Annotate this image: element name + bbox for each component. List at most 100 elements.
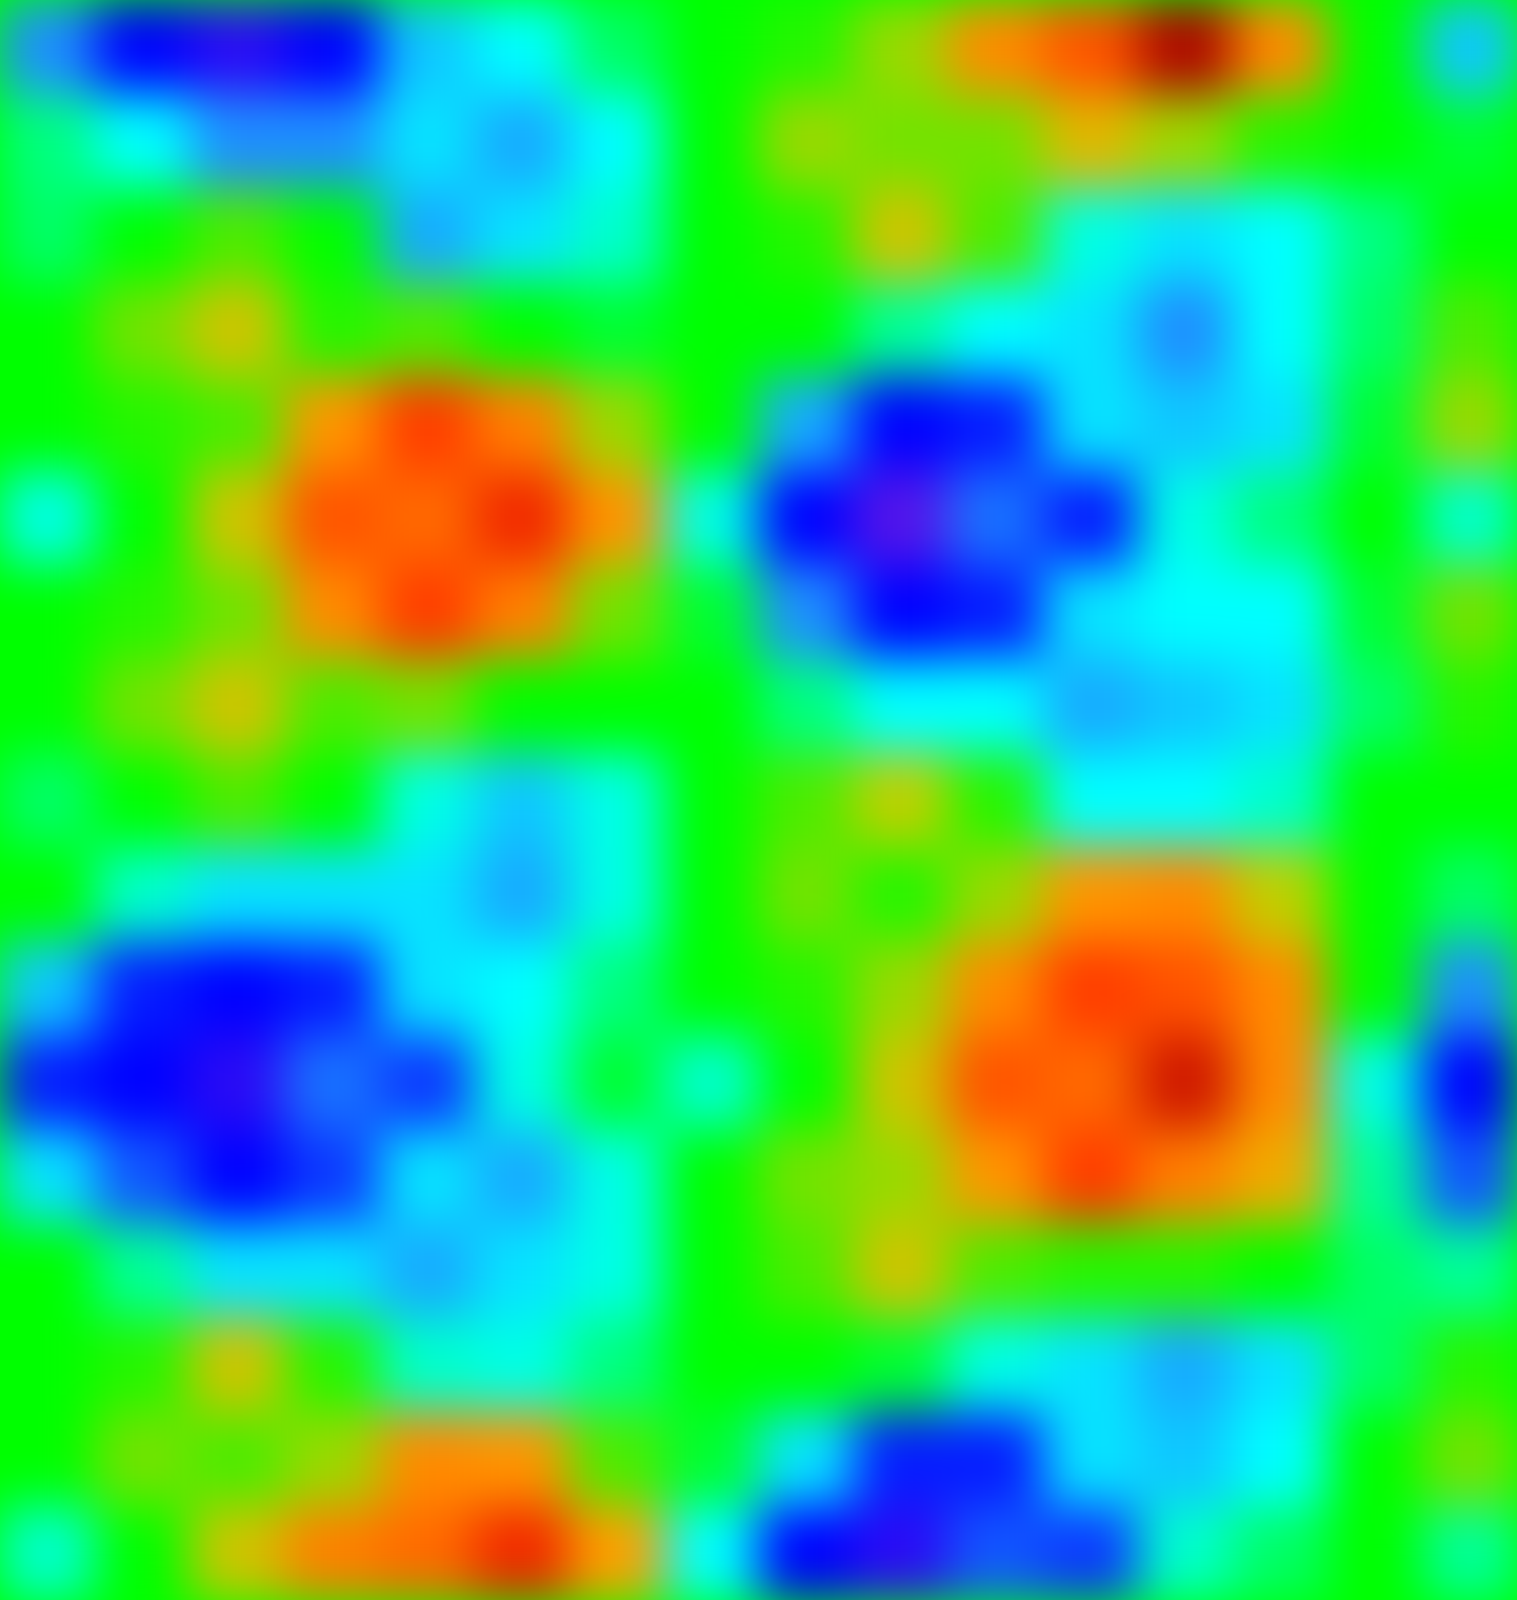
heatmap-cell [94,0,191,95]
heatmap-cell [1327,1035,1423,1131]
heatmap-cell [189,282,286,378]
heatmap-cell [1422,1035,1517,1131]
heatmap-cell [663,941,760,1037]
heatmap-cell [1327,1411,1423,1507]
heatmap-cell [1042,188,1139,283]
heatmap-cell [94,1317,191,1413]
heatmap-cell [1137,658,1234,754]
heatmap-cell [474,94,570,189]
heatmap-cell [474,188,570,283]
heatmap-cell [663,282,760,378]
heatmap-cell [189,94,286,189]
heatmap-cell [474,1223,570,1319]
heatmap-cell [94,564,191,660]
heatmap-cell [474,658,570,754]
heatmap-cell [1232,564,1329,660]
heatmap-cell [758,1129,855,1225]
heatmap-cell [568,282,665,378]
heatmap-cell [853,752,949,848]
heatmap-cell [853,1223,949,1319]
heatmap-cell [758,752,855,848]
heatmap-cell [663,188,760,283]
heatmap-cell [1232,282,1329,378]
heatmap-cell [94,752,191,848]
heatmap-cell [853,94,949,189]
heatmap-cell [853,1411,949,1507]
heatmap-cell [1042,282,1139,378]
heatmap-cell [284,376,380,472]
heatmap-cell [1137,1223,1234,1319]
heatmap-cell [568,1411,665,1507]
heatmap-cell [379,0,475,95]
heatmap-cell [1042,1129,1139,1225]
heatmap-cell [1232,1035,1329,1131]
heatmap-cell [568,752,665,848]
heatmap-cell [1327,1317,1423,1413]
heatmap-cell [1137,752,1234,848]
heatmap-cell [1042,94,1139,189]
heatmap-cell [0,941,96,1037]
heatmap-cell [0,847,96,943]
heatmap-cell [1137,1317,1234,1413]
heatmap-cell [568,1223,665,1319]
heatmap-cell [1422,564,1517,660]
heatmap-cell [948,1505,1044,1600]
heatmap-cell [0,1411,96,1507]
heatmap-cell [284,1505,380,1600]
heatmap-cell [284,1317,380,1413]
heatmap-cell [663,470,760,566]
heatmap-cell [189,1505,286,1600]
heatmap-cell [1422,1223,1517,1319]
heatmap-cell [1327,470,1423,566]
heatmap-cell [948,470,1044,566]
heatmap-cell [663,1129,760,1225]
heatmap-cell [1422,376,1517,472]
heatmap-cell [0,1317,96,1413]
heatmap-cell [1137,1129,1234,1225]
heatmap-cell [1042,658,1139,754]
heatmap-cell [379,1129,475,1225]
heatmap-cell [663,658,760,754]
heatmap-cell [379,1035,475,1131]
heatmap-cell [1422,752,1517,848]
heatmap-cell [1327,282,1423,378]
heatmap-cell [474,0,570,95]
heatmap-cell [853,1317,949,1413]
heatmap-cell [0,94,96,189]
heatmap-cell [0,1035,96,1131]
heatmap-cell [758,376,855,472]
heatmap-cell [1137,282,1234,378]
heatmap-cell [568,564,665,660]
heatmap-cell [1137,847,1234,943]
heatmap-cell [94,847,191,943]
heatmap-cell [1232,1411,1329,1507]
heatmap-cell [0,188,96,283]
heatmap-cell [663,752,760,848]
heatmap-cell [948,94,1044,189]
heatmap-cell [1232,941,1329,1037]
heatmap-cell [568,1129,665,1225]
heatmap-cell [1232,470,1329,566]
heatmap-cell [568,1317,665,1413]
heatmap-cell [758,1505,855,1600]
heatmap-cell [1137,376,1234,472]
heatmap-cell [0,282,96,378]
heatmap-cell [1137,564,1234,660]
heatmap-cell [853,0,949,95]
heatmap-cell [0,0,96,95]
heatmap-cell [284,658,380,754]
heatmap-cell [758,1317,855,1413]
heatmap-cell [284,0,380,95]
heatmap-cell [189,1035,286,1131]
heatmap-cell [284,752,380,848]
heatmap-cell [189,188,286,283]
heatmap-cell [1137,941,1234,1037]
heatmap-cell [1137,1035,1234,1131]
heatmap-cell [948,658,1044,754]
heatmap-cell [1327,941,1423,1037]
heatmap-cell [379,658,475,754]
heatmap-cell [1042,1317,1139,1413]
heatmap-cell [94,282,191,378]
heatmap-cell [1422,1317,1517,1413]
heatmap-cell [0,752,96,848]
